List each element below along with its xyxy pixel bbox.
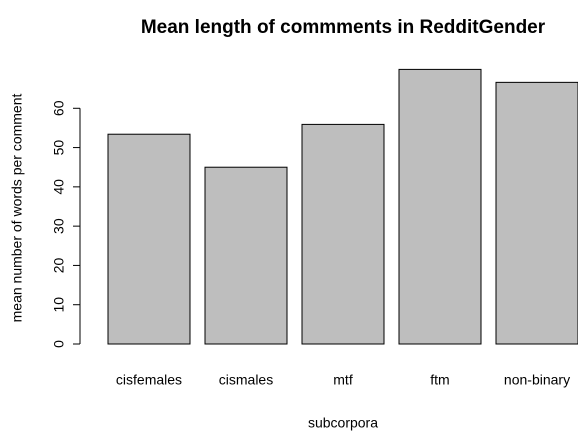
x-axis-label: subcorpora [308, 415, 378, 431]
bar [107, 133, 191, 345]
x-tick-label: cismales [219, 372, 273, 388]
y-axis-label: mean number of words per comment [9, 94, 25, 323]
bar [204, 166, 288, 345]
bar [495, 81, 578, 345]
x-tick-label: mtf [333, 372, 353, 388]
bar [398, 68, 482, 345]
bar [301, 123, 385, 345]
y-tick-label: 30 [51, 218, 67, 234]
y-tick-label: 60 [51, 100, 67, 116]
y-tick-label: 20 [51, 257, 67, 273]
x-tick-label: non-binary [504, 372, 570, 388]
x-tick-label: cisfemales [116, 372, 182, 388]
y-tick-label: 40 [51, 179, 67, 195]
x-tick-label: ftm [430, 372, 449, 388]
y-tick-label: 10 [51, 297, 67, 313]
y-tick-label: 50 [51, 140, 67, 156]
y-tick-label: 0 [51, 340, 67, 348]
chart-title: Mean length of commments in RedditGender [141, 17, 546, 38]
